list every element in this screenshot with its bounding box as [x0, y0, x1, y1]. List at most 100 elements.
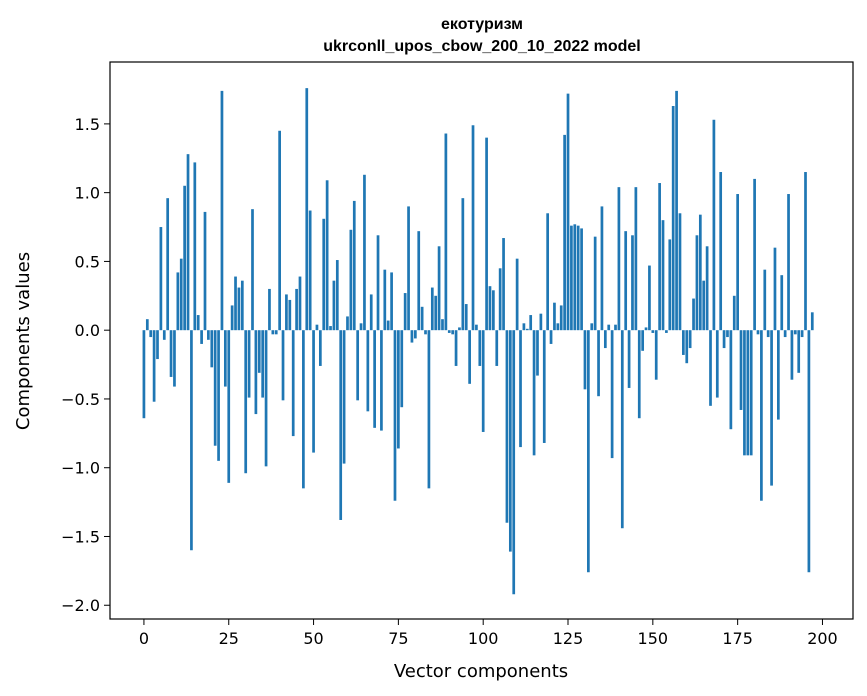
bar-90: [447, 330, 451, 333]
bar-166: [705, 246, 709, 331]
bar-91: [451, 330, 455, 335]
bar-49: [308, 210, 312, 331]
bar-127: [573, 224, 577, 331]
bar-8: [169, 330, 173, 377]
bar-96: [468, 330, 471, 384]
bar-107: [505, 330, 509, 523]
bar-172: [726, 330, 729, 338]
bar-126: [570, 225, 573, 331]
bar-81: [417, 231, 421, 331]
bar-169: [715, 330, 719, 398]
bar-193: [797, 330, 801, 373]
bar-40: [278, 130, 281, 331]
bar-25: [227, 330, 231, 483]
y-tick-label: −2.0: [61, 596, 100, 615]
bar-155: [668, 239, 672, 331]
bar-164: [698, 214, 702, 331]
y-axis-label: Components values: [13, 252, 34, 430]
bar-162: [692, 298, 695, 331]
bar-95: [464, 304, 468, 331]
bar-134: [597, 330, 600, 397]
bar-101: [485, 137, 488, 331]
bar-163: [695, 235, 699, 331]
bar-45: [295, 288, 298, 331]
bar-104: [495, 330, 499, 366]
bar-118: [542, 330, 546, 443]
bar-84: [427, 330, 431, 489]
bar-152: [658, 183, 661, 331]
bar-131: [587, 330, 590, 573]
bar-149: [648, 265, 651, 331]
x-tick-label: 150: [638, 629, 669, 648]
bar-24: [223, 330, 227, 387]
bar-5: [159, 227, 163, 331]
bar-105: [498, 268, 502, 331]
bar-36: [264, 330, 268, 467]
bar-98: [475, 324, 478, 331]
bar-146: [637, 330, 641, 419]
bar-103: [492, 290, 495, 331]
bar-161: [688, 330, 692, 349]
bar-129: [580, 228, 583, 331]
bar-15: [193, 162, 197, 331]
bar-111: [519, 330, 522, 448]
bar-174: [732, 295, 736, 331]
bar-30: [244, 330, 248, 474]
bar-43: [288, 299, 292, 331]
bar-108: [508, 330, 512, 552]
y-tick-label: 1.5: [75, 115, 100, 134]
bar-106: [502, 238, 505, 331]
bar-123: [559, 305, 563, 331]
x-tick-label: 175: [722, 629, 753, 648]
bar-170: [719, 172, 723, 331]
y-tick-label: −1.0: [61, 459, 100, 478]
bar-128: [576, 225, 580, 331]
bar-58: [339, 330, 343, 520]
bar-70: [380, 330, 383, 431]
bar-159: [682, 330, 685, 355]
bar-41: [281, 330, 285, 401]
bar-71: [383, 269, 387, 331]
bar-46: [298, 276, 302, 331]
bar-189: [783, 330, 787, 338]
y-tick-label: 1.0: [75, 184, 100, 203]
bar-143: [627, 330, 631, 388]
bar-39: [274, 330, 278, 335]
bar-133: [593, 236, 597, 331]
bar-76: [400, 330, 404, 408]
bar-171: [722, 330, 726, 349]
bar-50: [312, 330, 315, 453]
x-tick-label: 25: [219, 629, 239, 648]
bar-177: [743, 330, 746, 456]
bar-69: [376, 235, 380, 331]
bar-192: [793, 330, 797, 335]
bar-113: [525, 328, 529, 331]
bar-197: [810, 312, 814, 331]
bar-20: [210, 330, 214, 368]
bar-173: [729, 330, 733, 430]
bar-86: [434, 295, 438, 331]
bar-151: [654, 330, 658, 380]
bar-60: [346, 316, 349, 331]
bar-178: [746, 330, 750, 456]
bar-176: [739, 330, 743, 410]
bar-125: [566, 93, 570, 331]
bar-145: [634, 187, 638, 331]
bar-196: [807, 330, 811, 573]
bar-35: [261, 330, 265, 398]
bar-191: [790, 330, 794, 380]
bar-175: [736, 194, 739, 331]
bar-142: [624, 231, 628, 331]
y-tick-label: −0.5: [61, 390, 100, 409]
bar-32: [251, 209, 254, 331]
bar-135: [600, 206, 604, 331]
bar-121: [553, 302, 556, 331]
bar-114: [529, 315, 533, 331]
bar-148: [644, 327, 648, 331]
bar-9: [173, 330, 176, 387]
chart-title: екотуризм: [441, 16, 523, 33]
bar-37: [268, 288, 271, 331]
bar-73: [390, 272, 393, 331]
bar-3: [152, 330, 156, 402]
bar-165: [702, 280, 706, 331]
